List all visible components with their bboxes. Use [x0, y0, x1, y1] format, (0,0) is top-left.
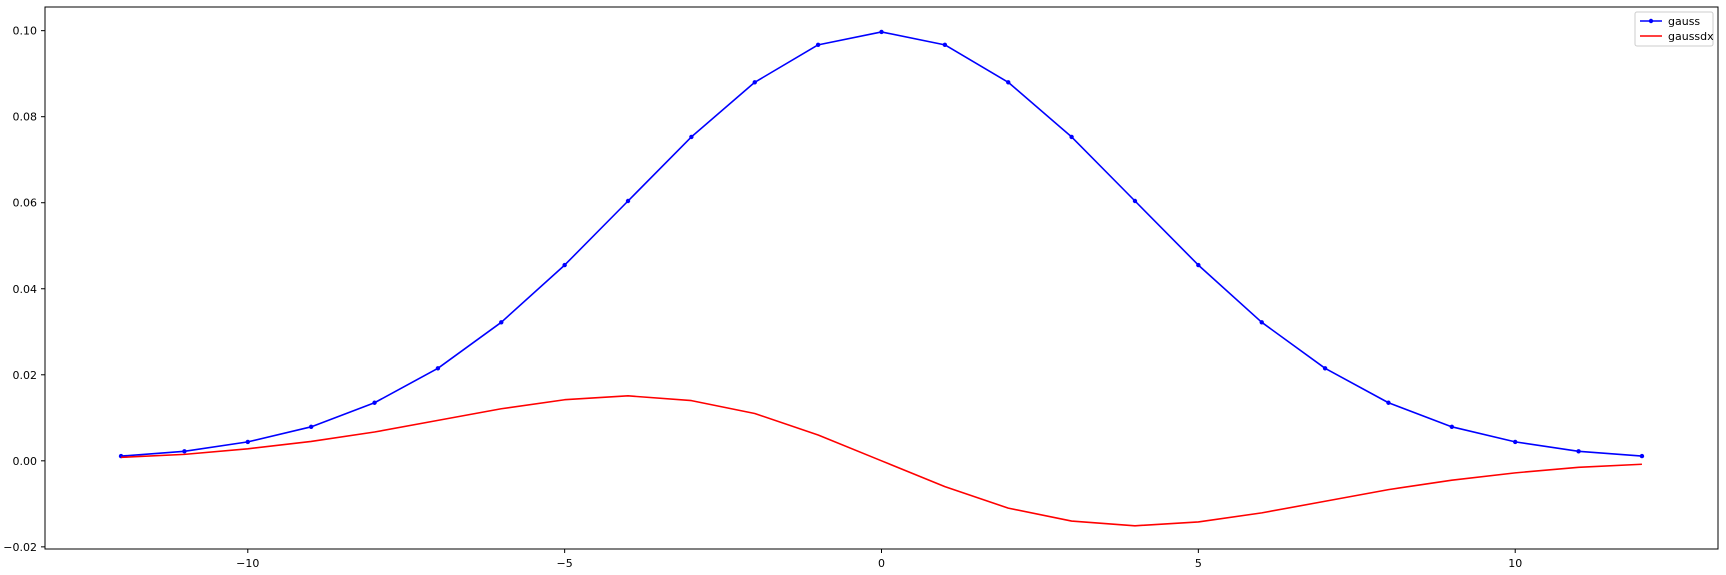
data-point-gauss [879, 29, 884, 35]
legend-label-gaussdx: gaussdx [1668, 30, 1714, 43]
data-point-gauss [245, 439, 250, 445]
y-tick-label: 0.00 [13, 455, 38, 468]
data-point-gauss [499, 320, 504, 325]
data-point-gauss [435, 366, 441, 371]
data-point-gauss [1576, 449, 1581, 454]
x-tick-label: 0 [878, 557, 885, 570]
y-tick-label: 0.06 [13, 197, 38, 210]
plot-frame [44, 6, 1719, 550]
data-point-gauss [752, 80, 757, 85]
data-point-gauss [1639, 453, 1645, 459]
x-tick-label: −10 [236, 557, 259, 570]
y-axis: −0.02 0.00 0.02 0.04 0.06 0.08 0.10 [3, 25, 45, 554]
data-point-gauss [182, 449, 187, 454]
legend-label-gauss: gauss [1668, 15, 1700, 28]
data-point-gauss [562, 262, 567, 268]
data-point-gauss [815, 42, 821, 48]
data-point-gauss [1132, 198, 1138, 204]
data-point-gauss [1513, 439, 1518, 445]
data-point-gauss [942, 42, 948, 48]
x-tick-label: 10 [1508, 557, 1522, 570]
y-tick-label: 0.10 [13, 25, 38, 38]
data-point-gauss [1196, 262, 1201, 268]
series-line-gaussdx [121, 395, 1642, 527]
y-tick-label: 0.02 [13, 369, 38, 382]
series-layer [118, 29, 1645, 527]
legend: gauss gaussdx [1634, 11, 1714, 47]
data-point-gauss [689, 134, 694, 140]
y-tick-label: 0.08 [13, 111, 38, 124]
data-point-gauss [372, 400, 377, 405]
series-line-gauss [120, 31, 1643, 457]
data-point-gauss [1449, 424, 1455, 430]
y-tick-label: −0.02 [3, 541, 37, 554]
y-tick-label: 0.04 [13, 283, 38, 296]
data-point-gauss [1259, 320, 1264, 325]
legend-marker-gauss [1648, 18, 1654, 24]
data-point-gauss [1386, 400, 1391, 405]
data-point-gauss [625, 198, 631, 204]
data-point-gauss [1069, 134, 1074, 140]
x-tick-label: 5 [1195, 557, 1202, 570]
x-tick-label: −5 [557, 557, 573, 570]
x-axis: −10 −5 0 5 10 [236, 549, 1522, 570]
data-point-gauss [1322, 366, 1328, 371]
data-point-gauss [1006, 80, 1011, 85]
data-point-gauss [308, 424, 314, 430]
